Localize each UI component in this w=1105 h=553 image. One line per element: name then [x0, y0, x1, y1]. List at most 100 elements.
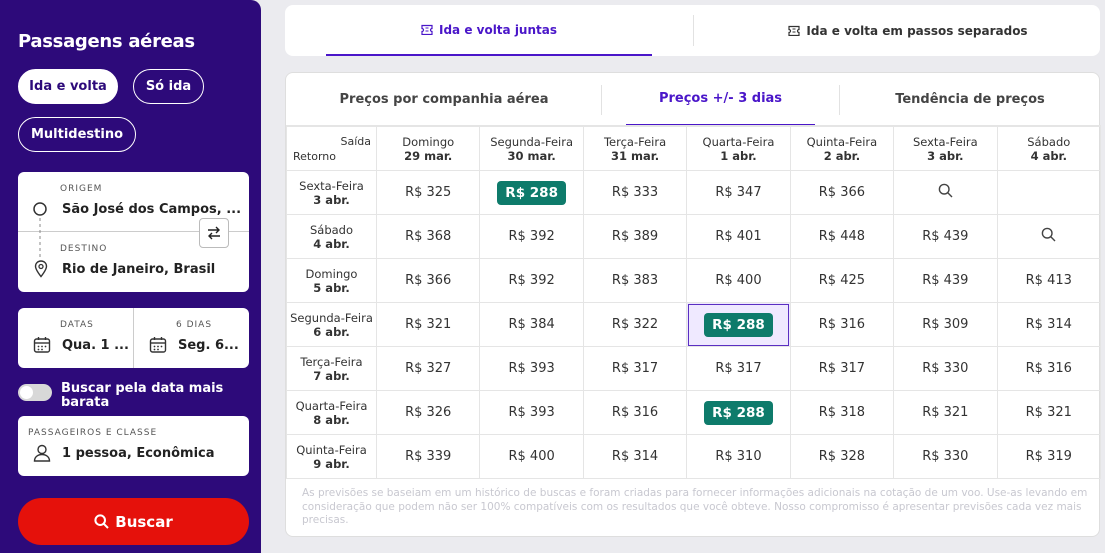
price-cell[interactable]: R$ 288 — [686, 390, 791, 435]
departure-date-header: Quarta-Feira 1 abr. — [686, 126, 791, 171]
swap-button[interactable] — [199, 218, 229, 248]
grid-corner-header: Saída Retorno — [286, 126, 377, 171]
price-value: R$ 425 — [818, 273, 866, 288]
price-cell[interactable]: R$ 316 — [996, 346, 1102, 391]
price-cell[interactable]: R$ 310 — [686, 434, 791, 479]
price-cell[interactable]: R$ 318 — [789, 390, 895, 435]
departure-date-field[interactable]: DATAS Qua. 1 ... — [18, 308, 133, 368]
price-cell[interactable]: R$ 316 — [582, 390, 688, 435]
price-cell[interactable]: R$ 333 — [582, 170, 688, 215]
price-value: R$ 401 — [715, 229, 762, 244]
price-cell[interactable]: R$ 327 — [375, 346, 481, 391]
price-cell[interactable]: R$ 317 — [686, 346, 791, 391]
price-value: R$ 347 — [715, 185, 762, 200]
price-cell[interactable]: R$ 314 — [582, 434, 688, 479]
destination-field[interactable]: Rio de Janeiro, Brasil — [62, 262, 216, 277]
price-cell[interactable]: R$ 309 — [893, 302, 998, 347]
search-sidebar: Passagens aéreas Ida e volta Só ida Mult… — [0, 0, 261, 553]
departure-date: 3 abr. — [927, 148, 964, 163]
price-cell[interactable] — [996, 214, 1102, 259]
price-cell[interactable]: R$ 413 — [996, 258, 1102, 303]
price-cell[interactable]: R$ 326 — [375, 390, 481, 435]
price-cell[interactable]: R$ 322 — [582, 302, 688, 347]
departure-axis-label: Saída — [340, 135, 371, 148]
price-cell[interactable]: R$ 316 — [789, 302, 895, 347]
price-cell[interactable]: R$ 400 — [479, 434, 584, 479]
tab-round-trip-together[interactable]: Ida e volta juntas — [326, 5, 652, 56]
price-cell[interactable]: R$ 401 — [686, 214, 791, 259]
price-cell[interactable]: R$ 366 — [789, 170, 895, 215]
return-date-field[interactable]: 6 DIAS Seg. 6... — [134, 308, 249, 368]
price-cell[interactable]: R$ 368 — [375, 214, 481, 259]
trip-type-multi-city[interactable]: Multidestino — [18, 117, 136, 152]
tab-prices-3-days[interactable]: Preços +/- 3 dias — [626, 73, 815, 126]
price-cell[interactable]: R$ 317 — [582, 346, 688, 391]
origin-label: ORIGEM — [60, 184, 103, 194]
price-cell[interactable]: R$ 439 — [893, 214, 998, 259]
return-day: Segunda-Feira — [290, 310, 373, 325]
price-value: R$ 383 — [611, 273, 659, 288]
trip-type-one-way[interactable]: Só ida — [133, 69, 204, 104]
price-cell[interactable]: R$ 325 — [375, 170, 481, 215]
tab-prices-by-airline[interactable]: Preços por companhia aérea — [339, 92, 549, 107]
cheapest-date-toggle[interactable] — [18, 384, 52, 401]
price-cell[interactable]: R$ 448 — [789, 214, 895, 259]
price-cell[interactable]: R$ 392 — [479, 258, 584, 303]
price-cell[interactable]: R$ 319 — [996, 434, 1102, 479]
departure-day: Quarta-Feira — [702, 134, 775, 149]
cheapest-price-badge: R$ 288 — [704, 312, 773, 337]
nights-label: 6 DIAS — [176, 320, 213, 330]
ticket-icon — [421, 24, 433, 35]
table-row: Sexta-Feira 3 abr. R$ 325 R$ 288 R$ 333 R$ 34… — [286, 170, 1102, 215]
return-date: 9 abr. — [313, 456, 350, 471]
departure-day: Segunda-Feira — [490, 134, 574, 149]
price-cell[interactable]: R$ 317 — [789, 346, 895, 391]
trip-type-round-trip[interactable]: Ida e volta — [18, 69, 118, 104]
price-cell[interactable]: R$ 392 — [479, 214, 584, 259]
price-cell[interactable]: R$ 425 — [789, 258, 895, 303]
price-cell[interactable]: R$ 439 — [893, 258, 998, 303]
price-cell[interactable]: R$ 328 — [789, 434, 895, 479]
price-cell[interactable]: R$ 366 — [375, 258, 481, 303]
price-cell[interactable]: R$ 330 — [893, 434, 998, 479]
price-value: R$ 314 — [611, 449, 659, 464]
price-cell[interactable]: R$ 339 — [375, 434, 481, 479]
price-matrix-card: Preços por companhia aérea Preços +/- 3 … — [285, 72, 1102, 537]
price-cell[interactable]: R$ 383 — [582, 258, 688, 303]
return-day: Sexta-Feira — [299, 178, 364, 193]
price-value: R$ 321 — [922, 405, 969, 420]
price-cell[interactable]: R$ 314 — [996, 302, 1102, 347]
table-row: Terça-Feira 7 abr. R$ 327 R$ 393 R$ 317 R$ 31… — [286, 346, 1102, 391]
price-cell[interactable]: R$ 400 — [686, 258, 791, 303]
price-cell[interactable]: R$ 393 — [479, 346, 584, 391]
price-cell[interactable]: R$ 347 — [686, 170, 791, 215]
departure-day: Terça-Feira — [603, 134, 667, 149]
price-cell[interactable]: R$ 321 — [996, 390, 1102, 435]
price-cell[interactable]: R$ 288 — [479, 170, 584, 215]
return-day: Quinta-Feira — [296, 442, 367, 457]
price-value: R$ 326 — [405, 405, 452, 420]
price-value: R$ 309 — [922, 317, 969, 332]
return-day: Sábado — [309, 222, 354, 237]
departure-date: 31 mar. — [610, 148, 660, 163]
price-cell[interactable]: R$ 321 — [893, 390, 998, 435]
price-cell[interactable]: R$ 393 — [479, 390, 584, 435]
price-cell[interactable]: R$ 321 — [375, 302, 481, 347]
price-cell[interactable] — [893, 170, 998, 215]
tab-price-trend[interactable]: Tendência de preços — [895, 92, 1045, 107]
passengers-field[interactable]: PASSAGEIROS E CLASSE 1 pessoa, Econômica — [18, 416, 249, 476]
price-cell[interactable]: R$ 330 — [893, 346, 998, 391]
top-tab-divider — [693, 15, 694, 46]
price-value: R$ 328 — [818, 449, 866, 464]
price-value: R$ 325 — [405, 185, 452, 200]
tab-round-trip-separate-label: Ida e volta em passos separados — [806, 23, 1028, 38]
price-cell[interactable]: R$ 389 — [582, 214, 688, 259]
return-date: 3 abr. — [313, 192, 350, 207]
price-cell[interactable]: R$ 384 — [479, 302, 584, 347]
origin-field[interactable]: São José dos Campos, ... — [62, 202, 242, 217]
tab-round-trip-separate[interactable]: Ida e volta em passos separados — [745, 5, 1071, 56]
price-cell[interactable]: R$ 288 — [686, 302, 791, 347]
departure-date: 2 abr. — [823, 148, 861, 163]
search-icon — [938, 183, 953, 198]
search-button[interactable]: Buscar — [18, 498, 249, 545]
